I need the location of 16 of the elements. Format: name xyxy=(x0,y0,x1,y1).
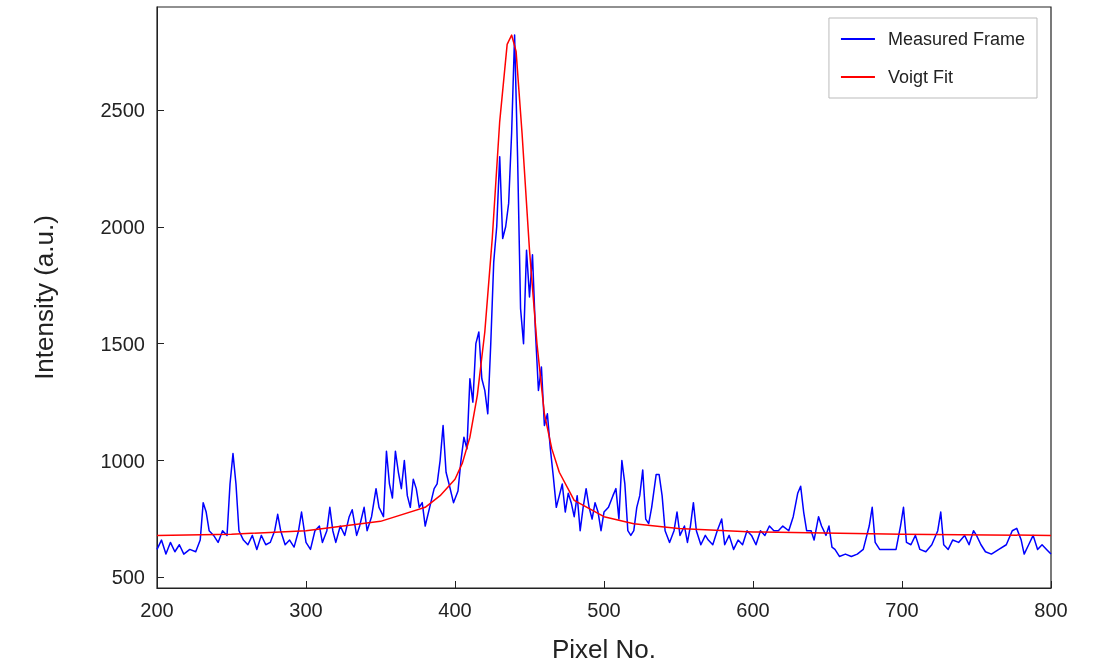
x-tick-label: 300 xyxy=(289,599,323,621)
x-tick-label: 700 xyxy=(885,599,919,621)
y-tick-label: 500 xyxy=(111,566,145,589)
x-axis-title: Pixel No. xyxy=(551,634,657,664)
y-tick-label: 1500 xyxy=(100,332,145,355)
y-tick-label: 2000 xyxy=(100,215,145,238)
y-axis-title: Intensity (a.u.) xyxy=(29,215,59,380)
y-tick-label: 1000 xyxy=(100,449,145,472)
legend-label: Measured Frame xyxy=(887,29,1026,49)
y-tick-label: 2500 xyxy=(100,98,145,121)
x-tick-label: 600 xyxy=(736,599,770,621)
legend-label: Voigt Fit xyxy=(887,67,953,87)
x-tick-label: 400 xyxy=(438,599,472,621)
x-tick-label: 200 xyxy=(140,599,174,621)
x-tick-label: 500 xyxy=(587,599,621,621)
x-tick-label: 800 xyxy=(1034,599,1068,621)
